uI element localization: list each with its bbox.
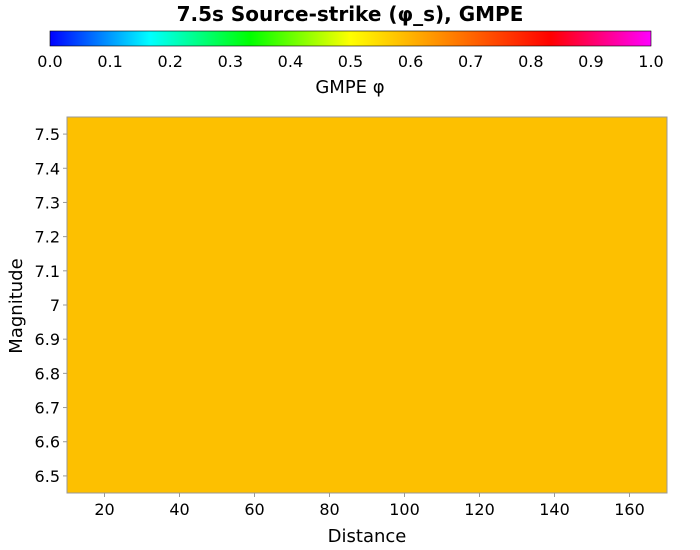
x-tick-label: 20 — [94, 500, 114, 519]
colorbar-tick-label: 0.1 — [97, 52, 122, 71]
colorbar-ticks: 0.0 0.1 0.2 0.3 0.4 0.5 0.6 0.7 0.8 0.9 1.0 — [37, 52, 663, 71]
x-tick-label: 140 — [539, 500, 570, 519]
colorbar-tick-label: 0.5 — [338, 52, 363, 71]
colorbar-tick-label: 0.4 — [278, 52, 303, 71]
y-axis-ticks: 6.5 6.6 6.7 6.8 6.9 7 7.1 7.2 7.3 7.4 7.5 — [35, 125, 67, 486]
y-tick-label: 7.4 — [35, 159, 60, 178]
x-axis-label: Distance — [328, 526, 407, 547]
y-tick-label: 7.3 — [35, 193, 60, 212]
x-tick-label: 100 — [389, 500, 420, 519]
colorbar-tick-label: 0.6 — [398, 52, 423, 71]
y-tick-label: 7.2 — [35, 228, 60, 247]
y-tick-label: 6.8 — [35, 364, 60, 383]
colorbar-tick-label: 0.8 — [518, 52, 543, 71]
y-tick-label: 6.5 — [35, 467, 60, 486]
x-tick-label: 60 — [244, 500, 264, 519]
colorbar-label: GMPE φ — [315, 77, 384, 98]
colorbar: 0.0 0.1 0.2 0.3 0.4 0.5 0.6 0.7 0.8 0.9 1.0 GMPE φ — [37, 30, 664, 98]
plot-area: 20 40 60 80 100 120 140 160 6.5 6.6 6.7 6.8 6.9 7 7.1… — [35, 116, 668, 519]
y-tick-label: 7 — [50, 296, 60, 315]
colorbar-tick-label: 0.3 — [218, 52, 243, 71]
heatmap-cells — [67, 117, 667, 493]
colorbar-tick-label: 0.9 — [578, 52, 603, 71]
colorbar-tick-label: 0.7 — [458, 52, 483, 71]
chart-title: 7.5s Source-strike (φ_s), GMPE — [177, 2, 524, 26]
x-axis-ticks: 20 40 60 80 100 120 140 160 — [94, 493, 645, 519]
x-tick-label: 40 — [169, 500, 189, 519]
x-tick-label: 160 — [614, 500, 645, 519]
colorbar-gradient — [49, 30, 652, 47]
y-tick-label: 7.5 — [35, 125, 60, 144]
colorbar-tick-label: 1.0 — [638, 52, 663, 71]
x-tick-label: 120 — [464, 500, 495, 519]
y-tick-label: 6.7 — [35, 399, 60, 418]
y-tick-label: 6.6 — [35, 433, 60, 452]
x-tick-label: 80 — [319, 500, 339, 519]
y-axis-label: Magnitude — [6, 258, 27, 353]
y-tick-label: 6.9 — [35, 330, 60, 349]
y-tick-label: 7.1 — [35, 262, 60, 281]
heatmap-cell — [67, 117, 667, 493]
colorbar-tick-label: 0.0 — [37, 52, 62, 71]
colorbar-tick-label: 0.2 — [157, 52, 182, 71]
